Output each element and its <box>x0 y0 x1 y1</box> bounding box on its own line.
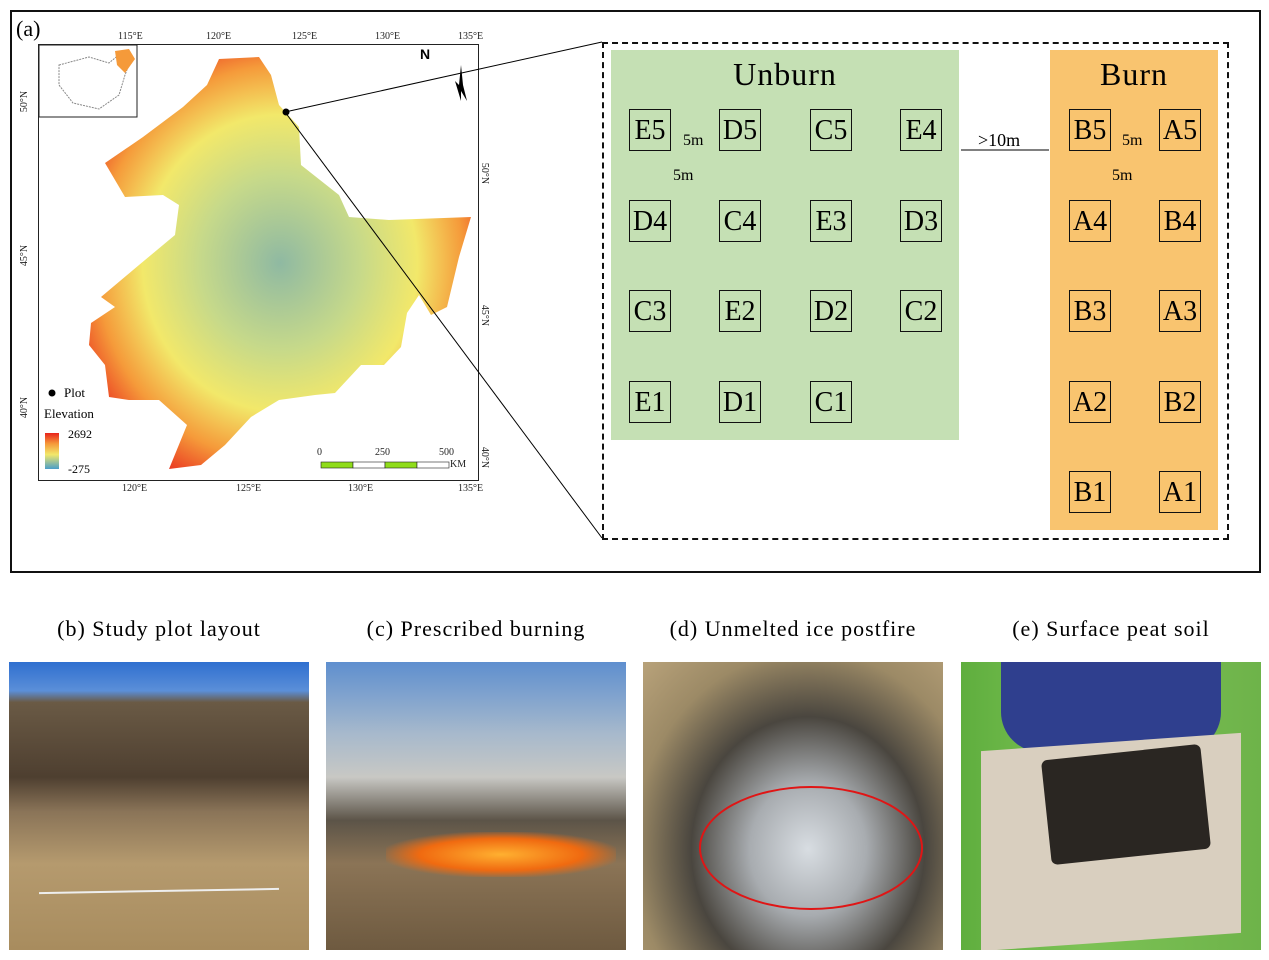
plot-cell-a5: A5 <box>1159 109 1201 151</box>
elevation-map <box>38 44 479 481</box>
plot-cell-d4: D4 <box>629 200 671 242</box>
spacing-label: 5m <box>1122 132 1143 149</box>
tick-top: 130°E <box>375 31 401 42</box>
legend-elevation: Elevation <box>44 406 94 421</box>
plot-cell-b4: B4 <box>1159 200 1201 242</box>
plot-cell-e4: E4 <box>900 109 942 151</box>
tick-bottom: 130°E <box>348 483 374 494</box>
plot-cell-d3: D3 <box>900 200 942 242</box>
tick-top: 125°E <box>292 31 318 42</box>
plot-cell-b3: B3 <box>1069 290 1111 332</box>
tick-top: 115°E <box>118 31 143 42</box>
plot-cell-e2: E2 <box>719 290 761 332</box>
plot-cell-a4: A4 <box>1069 200 1111 242</box>
plot-cell-c4: C4 <box>719 200 761 242</box>
legend-plot: Plot <box>64 385 85 400</box>
tick-bottom: 120°E <box>122 483 148 494</box>
plot-cell-a3: A3 <box>1159 290 1201 332</box>
north-arrow-label: N <box>420 46 431 62</box>
plot-cell-e3: E3 <box>810 200 852 242</box>
northeast-china-region <box>89 57 471 469</box>
figure-panel-a <box>10 10 1261 573</box>
plot-cell-b2: B2 <box>1159 381 1201 423</box>
photo-unmelted-ice <box>643 662 943 950</box>
plot-cell-e5: E5 <box>629 109 671 151</box>
plot-cell-d1: D1 <box>719 381 761 423</box>
plot-cell-d2: D2 <box>810 290 852 332</box>
tick-top: 135°E <box>458 31 484 42</box>
tick-bottom: 135°E <box>458 483 484 494</box>
scale-label: 0 <box>317 447 322 458</box>
gap-label: >10m <box>978 130 1021 150</box>
photo-peat-soil <box>961 662 1261 950</box>
tick-top: 120°E <box>206 31 232 42</box>
plot-cell-c1: C1 <box>810 381 852 423</box>
plot-cell-a2: A2 <box>1069 381 1111 423</box>
legend-min: -275 <box>68 462 90 476</box>
plot-cell-a1: A1 <box>1159 471 1201 513</box>
photo-study-plot <box>9 662 309 950</box>
photo-prescribed-burning <box>326 662 626 950</box>
unburn-zone: Unburn <box>611 50 959 440</box>
spacing-label: 5m <box>683 132 704 149</box>
caption-e: (e) Surface peat soil <box>1012 616 1210 641</box>
unburn-title: Unburn <box>733 56 837 92</box>
tick-bottom: 125°E <box>236 483 262 494</box>
spacing-label: 5m <box>1112 167 1133 184</box>
plot-cell-c2: C2 <box>900 290 942 332</box>
plot-cell-b1: B1 <box>1069 471 1111 513</box>
panel-label: (a) <box>16 16 41 41</box>
plot-cell-c3: C3 <box>629 290 671 332</box>
caption-c: (c) Prescribed burning <box>366 616 586 641</box>
plot-layout-box <box>602 42 1229 540</box>
caption-d: (d) Unmelted ice postfire <box>669 616 917 641</box>
plot-cell-c5: C5 <box>810 109 852 151</box>
burn-title: Burn <box>1100 56 1168 92</box>
plot-cell-d5: D5 <box>719 109 761 151</box>
scale-label: 250 <box>375 447 390 458</box>
spacing-label: 5m <box>673 167 694 184</box>
caption-b: (b) Study plot layout <box>57 616 261 641</box>
scale-unit: KM <box>450 459 467 470</box>
legend-max: 2692 <box>68 427 92 441</box>
plot-cell-e1: E1 <box>629 381 671 423</box>
plot-cell-b5: B5 <box>1069 109 1111 151</box>
scale-label: 500 <box>439 447 454 458</box>
